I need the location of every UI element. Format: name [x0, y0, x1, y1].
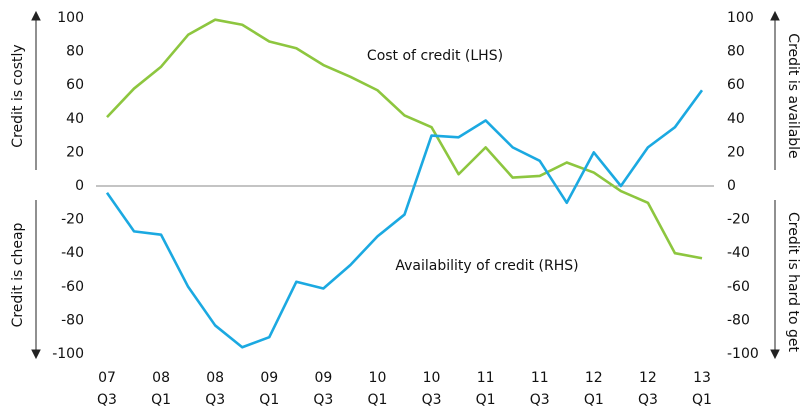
y-tick-label: 0	[75, 178, 84, 194]
y-label-top: Credit is costly	[10, 44, 26, 147]
series-line	[105, 89, 704, 349]
x-tick-label: 09 Q1	[259, 370, 279, 406]
x-tick-label: 10 Q3	[422, 370, 442, 406]
y-tick-label: 100	[57, 10, 84, 26]
y-tick-label: 80	[66, 44, 84, 60]
y-label-bottom: Credit is cheap	[10, 222, 26, 327]
y2-tick-label: -40	[727, 245, 750, 261]
x-tick-label: 12 Q3	[638, 370, 658, 406]
x-tick-label: 08 Q1	[151, 370, 171, 406]
y-tick-label: 40	[66, 111, 84, 127]
x-tick-label: 12 Q1	[584, 370, 604, 406]
x-tick-label: 09 Q3	[313, 370, 333, 406]
x-tick-label: 10 Q1	[367, 370, 387, 406]
y2-tick-label: 0	[727, 178, 736, 194]
x-tick-label: 07 Q3	[97, 370, 117, 406]
y2-tick-label: -80	[727, 312, 750, 328]
axis-arrows	[31, 10, 780, 360]
series-annotation: Cost of credit (LHS)	[367, 48, 503, 64]
x-tick-label: 13 Q1	[692, 370, 712, 406]
y2-tick-label: -100	[727, 346, 759, 362]
y2-tick-label: 60	[727, 77, 745, 93]
y-tick-label: -40	[61, 245, 84, 261]
y2-tick-label: 40	[727, 111, 745, 127]
y2-tick-label: 80	[727, 44, 745, 60]
y-tick-label: -80	[61, 312, 84, 328]
x-tick-label: 11 Q1	[476, 370, 496, 406]
y2-tick-label: -20	[727, 212, 750, 228]
y-tick-label: -60	[61, 279, 84, 295]
y-tick-label: 60	[66, 77, 84, 93]
series-annotation: Availability of credit (RHS)	[395, 258, 578, 274]
y-tick-label: -20	[61, 212, 84, 228]
y2-label-bottom: Credit is hard to get	[785, 212, 801, 352]
y-tick-label: 20	[66, 144, 84, 160]
y2-label-top: Credit is available	[785, 33, 801, 158]
y-tick-label: -100	[52, 346, 84, 362]
x-tick-label: 08 Q3	[205, 370, 225, 406]
x-tick-label: 11 Q3	[530, 370, 550, 406]
y2-tick-label: -60	[727, 279, 750, 295]
series-line	[106, 18, 703, 260]
y2-tick-label: 100	[727, 10, 754, 26]
y2-tick-label: 20	[727, 144, 745, 160]
